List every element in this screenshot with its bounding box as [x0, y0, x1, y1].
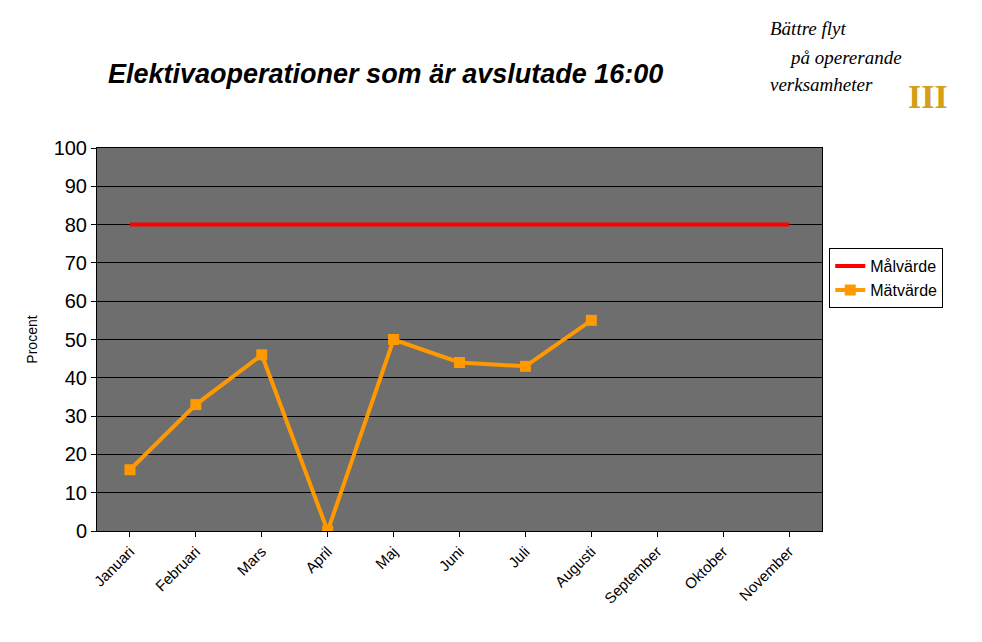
svg-text:30: 30	[65, 405, 87, 427]
svg-text:Juli: Juli	[505, 543, 533, 571]
svg-text:10: 10	[65, 482, 87, 504]
svg-text:Maj: Maj	[372, 543, 401, 572]
svg-text:90: 90	[65, 175, 87, 197]
svg-text:Augusti: Augusti	[551, 543, 598, 590]
svg-text:Februari: Februari	[152, 543, 204, 595]
svg-text:50: 50	[65, 329, 87, 351]
svg-text:Mars: Mars	[234, 543, 270, 579]
svg-text:September: September	[601, 543, 665, 607]
svg-text:Målvärde: Målvärde	[870, 258, 936, 275]
svg-text:Elektivaoperationer som är avs: Elektivaoperationer som är avslutade 16:…	[108, 59, 663, 89]
svg-text:Oktober: Oktober	[681, 543, 731, 593]
svg-text:på opererande: på opererande	[789, 47, 902, 68]
svg-text:80: 80	[65, 214, 87, 236]
svg-text:Januari: Januari	[91, 543, 138, 590]
svg-text:20: 20	[65, 443, 87, 465]
svg-text:April: April	[302, 543, 335, 576]
svg-text:0: 0	[76, 520, 87, 542]
svg-text:verksamheter: verksamheter	[770, 74, 873, 95]
svg-text:November: November	[736, 543, 797, 604]
svg-text:III: III	[908, 78, 948, 115]
svg-text:Juni: Juni	[435, 543, 466, 574]
svg-text:Bättre flyt: Bättre flyt	[770, 18, 847, 39]
svg-text:60: 60	[65, 290, 87, 312]
svg-text:Procent: Procent	[24, 315, 40, 363]
svg-text:Mätvärde: Mätvärde	[870, 282, 937, 299]
svg-text:100: 100	[54, 137, 87, 159]
svg-text:70: 70	[65, 252, 87, 274]
svg-text:40: 40	[65, 367, 87, 389]
